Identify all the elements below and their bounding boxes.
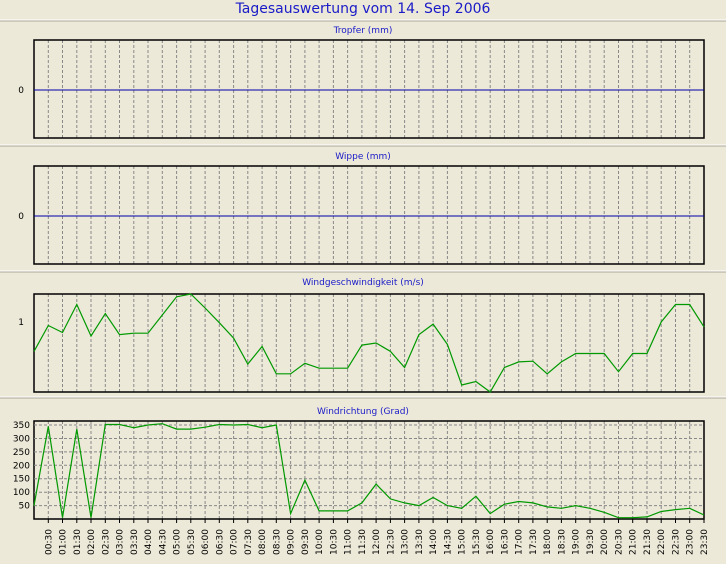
chart-title: Windgeschwindigkeit (m/s) xyxy=(302,278,424,288)
x-tick-label: 04:30 xyxy=(158,529,168,555)
plot-frame xyxy=(33,420,705,520)
x-tick-label: 19:30 xyxy=(586,529,596,555)
x-tick-label: 15:00 xyxy=(458,529,468,555)
plot-frame xyxy=(33,165,705,265)
y-tick-label: 150 xyxy=(13,475,30,485)
series-line xyxy=(33,293,705,393)
x-tick-label: 09:30 xyxy=(301,529,311,555)
y-tick-label: 250 xyxy=(13,448,30,458)
plot-frame xyxy=(33,39,705,139)
y-tick-label: 0 xyxy=(18,212,24,222)
y-tick-label: 50 xyxy=(19,502,31,512)
y-tick-label: 200 xyxy=(13,461,30,471)
x-tick-label: 09:00 xyxy=(287,529,297,555)
x-tick-label: 15:30 xyxy=(472,529,482,555)
x-tick-label: 16:30 xyxy=(500,529,510,555)
x-tick-label: 14:30 xyxy=(443,529,453,555)
x-tick-label: 21:00 xyxy=(629,529,639,555)
x-tick-label: 08:00 xyxy=(258,529,268,555)
x-tick-label: 13:00 xyxy=(401,529,411,555)
x-tick-label: 07:00 xyxy=(230,529,240,555)
y-tick-label: 100 xyxy=(13,488,30,498)
x-tick-label: 02:00 xyxy=(87,529,97,555)
x-tick-label: 12:00 xyxy=(372,529,382,555)
x-tick-label: 00:30 xyxy=(44,529,54,555)
x-tick-label: 10:30 xyxy=(329,529,339,555)
x-tick-label: 10:00 xyxy=(315,529,325,555)
plot-frame xyxy=(33,293,705,393)
x-tick-label: 22:30 xyxy=(672,529,682,555)
series-line xyxy=(33,423,705,519)
x-tick-label: 18:00 xyxy=(543,529,553,555)
page-title: Tagesauswertung vom 14. Sep 2006 xyxy=(235,1,491,17)
x-tick-label: 04:00 xyxy=(144,529,154,555)
x-tick-label: 11:00 xyxy=(344,529,354,555)
x-tick-label: 22:00 xyxy=(657,529,667,555)
x-tick-label: 01:30 xyxy=(73,529,83,555)
x-tick-label: 12:30 xyxy=(386,529,396,555)
x-tick-label: 08:30 xyxy=(272,529,282,555)
x-tick-label: 06:30 xyxy=(215,529,225,555)
chart-title: Windrichtung (Grad) xyxy=(317,407,409,417)
y-tick-label: 300 xyxy=(13,435,30,445)
x-tick-label: 14:00 xyxy=(429,529,439,555)
x-tick-label: 02:30 xyxy=(101,529,111,555)
chart-title: Wippe (mm) xyxy=(335,152,391,162)
x-tick-label: 05:30 xyxy=(187,529,197,555)
y-tick-label: 0 xyxy=(18,86,24,96)
x-tick-label: 03:00 xyxy=(116,529,126,555)
x-tick-label: 11:30 xyxy=(358,529,368,555)
x-tick-label: 18:30 xyxy=(557,529,567,555)
x-tick-label: 07:30 xyxy=(244,529,254,555)
x-tick-label: 01:00 xyxy=(59,529,69,555)
y-tick-label: 1 xyxy=(18,318,24,328)
x-tick-label: 20:00 xyxy=(600,529,610,555)
x-tick-label: 17:00 xyxy=(515,529,525,555)
x-tick-label: 03:30 xyxy=(130,529,140,555)
x-tick-label: 06:00 xyxy=(201,529,211,555)
x-tick-label: 17:30 xyxy=(529,529,539,555)
x-tick-label: 23:00 xyxy=(686,529,696,555)
x-tick-label: 13:30 xyxy=(415,529,425,555)
x-tick-label: 23:30 xyxy=(700,529,710,555)
y-tick-label: 350 xyxy=(13,421,30,431)
x-tick-label: 21:30 xyxy=(643,529,653,555)
x-tick-label: 16:00 xyxy=(486,529,496,555)
x-tick-label: 19:00 xyxy=(572,529,582,555)
x-tick-label: 20:30 xyxy=(615,529,625,555)
chart-title: Tropfer (mm) xyxy=(333,26,393,36)
x-tick-label: 05:00 xyxy=(173,529,183,555)
